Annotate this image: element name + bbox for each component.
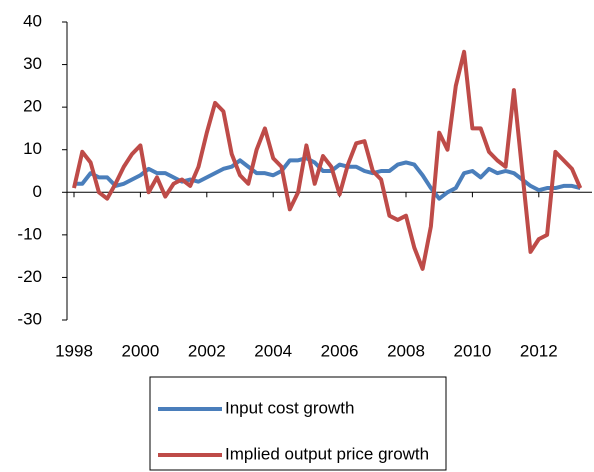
series-line — [74, 156, 581, 201]
x-tick-label: 1998 — [55, 341, 93, 360]
x-tick-label: 2004 — [254, 341, 292, 360]
x-tick-label: 2012 — [520, 341, 558, 360]
y-tick-label: 40 — [23, 11, 42, 30]
y-tick-label: -10 — [17, 224, 42, 243]
y-tick-label: 20 — [23, 97, 42, 116]
legend-label: Input cost growth — [225, 398, 354, 417]
y-tick-label: 0 — [33, 182, 42, 201]
y-tick-label: -20 — [17, 267, 42, 286]
y-tick-label: 10 — [23, 139, 42, 158]
y-tick-label: -30 — [17, 309, 42, 328]
x-tick-label: 2008 — [387, 341, 425, 360]
x-tick-label: 2000 — [121, 341, 159, 360]
legend-label: Implied output price growth — [225, 444, 429, 463]
y-tick-label: 30 — [23, 54, 42, 73]
series-line — [72, 49, 583, 271]
x-tick-label: 2010 — [453, 341, 491, 360]
x-tick-label: 2002 — [188, 341, 226, 360]
x-tick-label: 2006 — [321, 341, 359, 360]
